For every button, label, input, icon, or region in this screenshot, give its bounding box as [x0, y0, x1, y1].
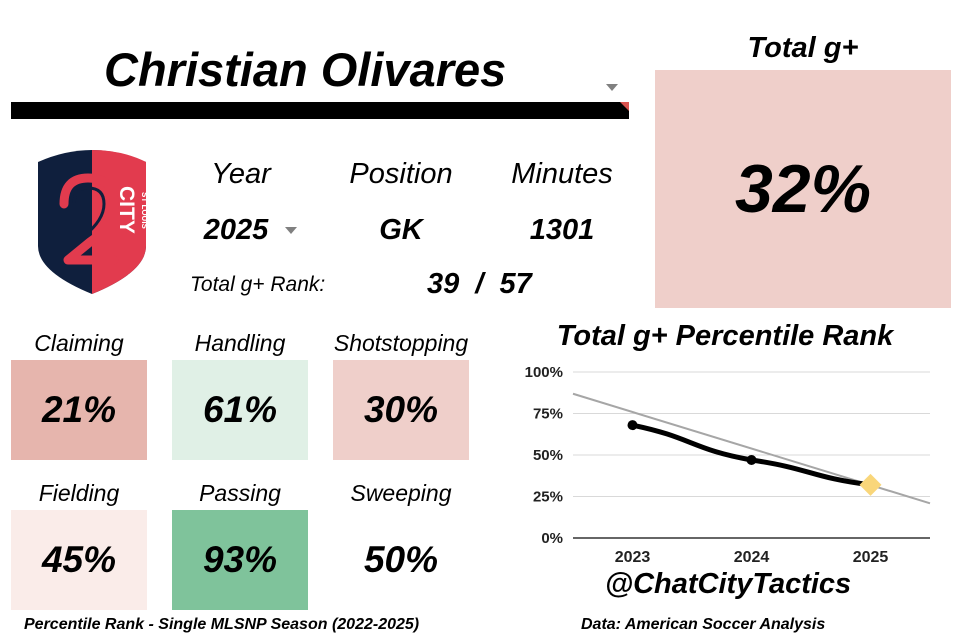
chart-title: Total g+ Percentile Rank	[556, 320, 894, 352]
y-tick-label: 25%	[533, 489, 563, 506]
y-tick-label: 100%	[525, 364, 563, 381]
minutes-header: Minutes	[511, 158, 613, 190]
twitter-handle: @ChatCityTactics	[604, 568, 852, 600]
metric-value-claiming: 21%	[41, 389, 117, 430]
team-logo: ST LOUIS CITY 2	[38, 150, 149, 294]
metric-box-sweeping: 50%	[333, 510, 469, 610]
data-point	[627, 420, 638, 431]
year-dropdown-arrow-icon[interactable]	[285, 227, 297, 234]
rank-value: 39 / 57	[427, 268, 532, 300]
x-tick-label: 2023	[615, 549, 651, 566]
player-dropdown-arrow-icon[interactable]	[606, 84, 618, 91]
percentile-line-chart: 0% 25% 50% 75% 100% 2023 2024 2025	[525, 364, 931, 566]
footer-note-left: Percentile Rank - Single MLSNP Season (2…	[24, 616, 420, 633]
player-name-underline-bar	[11, 102, 629, 119]
metric-value-passing: 93%	[202, 539, 278, 580]
year-value[interactable]: 2025	[203, 214, 269, 246]
name-bar-corner-marker	[620, 102, 629, 111]
total-value-box: 32%	[655, 70, 951, 308]
player-name: Christian Olivares	[104, 43, 507, 96]
x-tick-label: 2024	[734, 549, 770, 566]
metric-box-passing: 93%	[172, 510, 308, 610]
total-value: 32%	[734, 151, 872, 227]
data-point	[746, 454, 757, 465]
metric-label-claiming: Claiming	[34, 330, 124, 356]
metric-label-handling: Handling	[194, 330, 286, 356]
highlight-diamond-point	[859, 473, 882, 496]
metric-box-claiming: 21%	[11, 360, 147, 460]
footer-note-right: Data: American Soccer Analysis	[581, 616, 826, 633]
metric-value-fielding: 45%	[41, 539, 117, 580]
metric-value-sweeping: 50%	[363, 539, 439, 580]
rank-label: Total g+ Rank:	[190, 273, 326, 296]
metric-value-shotstopping: 30%	[363, 389, 439, 430]
metric-value-handling: 61%	[202, 389, 278, 430]
position-header: Position	[349, 158, 453, 190]
y-tick-label: 0%	[541, 530, 563, 547]
year-header: Year	[211, 158, 271, 190]
position-value: GK	[379, 214, 423, 246]
x-tick-label: 2025	[853, 549, 889, 566]
metric-label-passing: Passing	[199, 480, 281, 506]
metric-label-shotstopping: Shotstopping	[333, 330, 469, 356]
y-tick-label: 50%	[533, 447, 563, 464]
logo-wordmark-main: CITY	[115, 186, 138, 234]
metric-box-handling: 61%	[172, 360, 308, 460]
total-title: Total g+	[747, 32, 859, 64]
metric-label-fielding: Fielding	[38, 480, 120, 506]
minutes-value: 1301	[529, 214, 595, 246]
logo-wordmark-top: ST LOUIS	[140, 192, 149, 230]
metric-box-fielding: 45%	[11, 510, 147, 610]
metric-box-shotstopping: 30%	[333, 360, 469, 460]
metric-label-sweeping: Sweeping	[350, 480, 452, 506]
y-tick-label: 75%	[533, 406, 563, 423]
